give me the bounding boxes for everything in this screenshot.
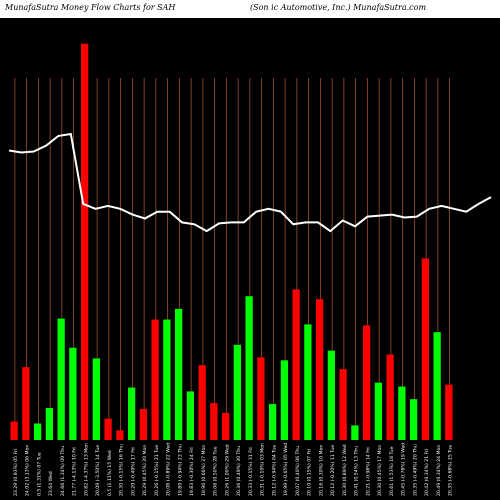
money-flow-bar xyxy=(116,430,124,440)
money-flow-bar xyxy=(34,423,42,440)
x-tick-label: 20.26 (1.00%) 29 Wed xyxy=(224,444,230,496)
x-tick-label: 20.29 (0.45%) 20 Mon xyxy=(142,445,148,496)
money-flow-bar xyxy=(22,367,30,440)
x-tick-label: 23.64 Wed xyxy=(48,471,54,496)
price-line xyxy=(8,132,492,233)
x-tick-label: 20.30 (-0.15%) 16 Thu xyxy=(119,444,125,496)
money-flow-bar xyxy=(210,403,218,440)
x-tick-label: 0.5 (1.11%) 15 Wed xyxy=(107,450,113,496)
x-tick-label: 20.35 (-0.49%) 20 Thu xyxy=(412,444,418,496)
money-flow-bar xyxy=(233,344,241,440)
x-tick-label: 20.08 (-0.89%) 22 Wed xyxy=(166,443,172,496)
x-tick-label: 20.30 (0.45%) 17 Mon xyxy=(377,445,383,496)
chart-subtitle: (Son ic Automotive, Inc.) MunafaSutra.co… xyxy=(250,3,427,12)
x-tick-label: 20.30 (0.89%) 12 Wed xyxy=(342,444,348,496)
x-tick-label: 19.83 (-0.30%) 24 Fri xyxy=(189,447,195,496)
money-flow-bar xyxy=(433,332,441,440)
money-flow-bar xyxy=(280,360,288,440)
x-tick-label: 20.12 (-0.20%) 11 Tue xyxy=(330,445,336,496)
money-flow-bar xyxy=(245,296,253,440)
money-flow-bar xyxy=(269,404,277,440)
money-flow-bar xyxy=(69,347,77,440)
money-flow-bar xyxy=(386,354,394,440)
money-flow-bar xyxy=(128,387,136,440)
money-flow-bar xyxy=(374,382,382,440)
x-tick-label: 20.33 (-0.15%) 31 Fri xyxy=(248,447,254,496)
x-tick-label: 23.29 (0.93%) 05 Fri xyxy=(13,449,19,496)
money-flow-bar xyxy=(316,299,324,440)
money-flow-bar xyxy=(45,407,53,440)
x-tick-label: 24.66 (1.34%) 09 Thu xyxy=(60,446,66,496)
money-flow-bar xyxy=(292,289,300,440)
x-tick-label: 19.89 (-0.94%) 23 Thu xyxy=(177,444,183,496)
x-tick-label: 20.20 (-0.49%) 17 Fri xyxy=(130,447,136,496)
x-tick-label: 20.35 (-0.68%) 25 Tue xyxy=(448,445,454,496)
money-flow-bar xyxy=(198,365,206,440)
x-tick-label: 20.45 (-0.78%) 19 Wed xyxy=(401,443,407,496)
money-flow-bar xyxy=(92,358,100,440)
money-flow-bar xyxy=(421,258,429,440)
money-flow-bar xyxy=(257,357,265,440)
plot-area: 23.29 (0.93%) 05 Fri 24.02 (3.13%) 06 Mon… xyxy=(0,18,500,500)
money-flow-bar xyxy=(304,324,312,440)
x-tick-label: 20.07 (0.40%) 06 Thu xyxy=(295,446,301,496)
x-tick-label: 19.99 (-0.65%) 05 Wed xyxy=(283,443,289,496)
money-flow-bar xyxy=(410,399,418,440)
money-flow-bar xyxy=(151,319,159,440)
chart-title: MunafaSutra Money Flow Charts for SAH xyxy=(5,3,176,12)
money-flow-bar xyxy=(163,319,171,440)
x-tick-label: 20.31 (-0.10%) 03 Mon xyxy=(260,443,266,496)
money-flow-bar xyxy=(445,384,453,440)
money-flow-bar xyxy=(81,43,89,441)
money-flow-chart: 23.29 (0.93%) 05 Fri 24.02 (3.13%) 06 Mon… xyxy=(8,43,492,496)
money-flow-bar xyxy=(186,391,194,440)
x-tick-label: 20.82 (-4.37%) 13 Mon xyxy=(83,443,89,496)
money-flow-bar xyxy=(10,421,18,440)
x-tick-label: 20.10 (0.15%) 07 Fri xyxy=(307,449,313,496)
money-flow-bar xyxy=(222,412,230,440)
money-flow-bar xyxy=(351,425,359,440)
x-tick-label: 20.61 (1.53%) 18 Tue xyxy=(389,446,395,496)
money-flow-bar xyxy=(139,408,147,440)
money-flow-bar xyxy=(104,418,112,440)
x-tick-label: 21.77 (-4.13%) 10 Fri xyxy=(72,447,78,496)
x-tick-label: 20.36 (0.49%) 30 Thu xyxy=(236,446,242,496)
money-flow-bar xyxy=(327,350,335,440)
money-flow-bar xyxy=(398,386,406,440)
x-tick-label: 20.26 (-0.15%) 21 Tue xyxy=(154,445,160,496)
x-tick-label: 20.16 (0.30%) 10 Mon xyxy=(318,445,324,496)
money-flow-bar xyxy=(363,325,371,440)
x-tick-label: 20.41 (0.54%) 13 Thu xyxy=(354,446,360,496)
chart-header: MunafaSutra Money Flow Charts for SAH (S… xyxy=(0,0,500,18)
money-flow-bar xyxy=(339,369,347,440)
x-tick-label: 20.06 (0.50%) 28 Tue xyxy=(213,446,219,496)
x-tick-label: 20.12 (-0.94%) 04 Tue xyxy=(271,445,277,496)
x-tick-label: 20.42 (0.34%) 21 Fri xyxy=(424,449,430,496)
x-tick-label: 20.49 (0.34%) 24 Mon xyxy=(436,445,442,496)
x-tick-label: 20.21 (-0.98%) 14 Fri xyxy=(365,447,371,496)
x-tick-label: 0.5 (1.31%) 07 Tue xyxy=(36,452,42,496)
x-tick-label: 24.02 (3.13%) 06 Mon xyxy=(25,445,31,496)
money-flow-bar xyxy=(175,308,183,440)
x-tick-label: 19.96 (0.66%) 27 Mon xyxy=(201,445,207,496)
money-flow-bar xyxy=(57,318,65,440)
x-tick-label: 20.09 (-3.50%) 14 Tue xyxy=(95,445,101,496)
